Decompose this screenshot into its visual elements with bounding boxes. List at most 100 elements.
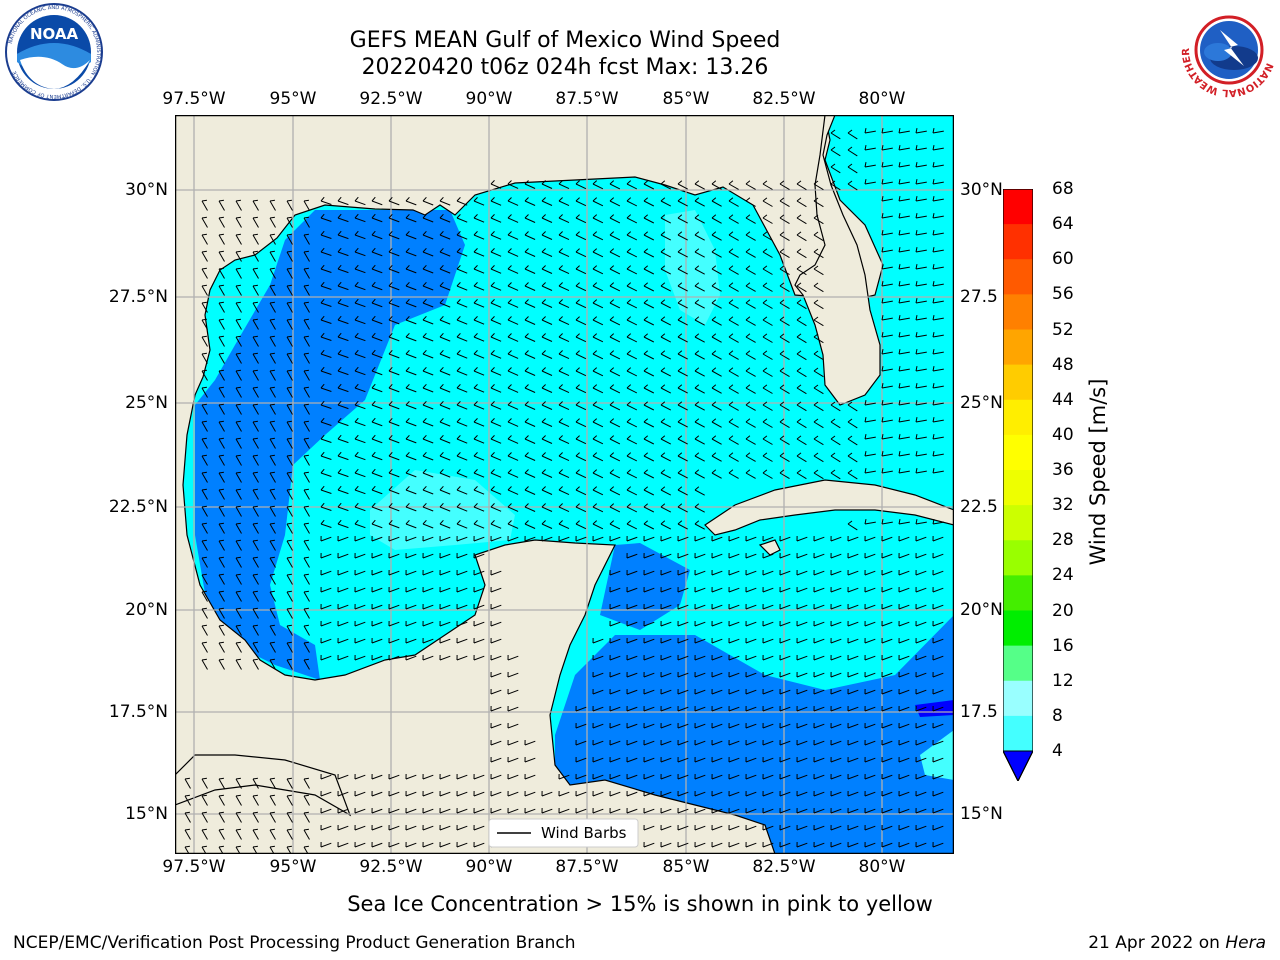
wind-barb bbox=[354, 841, 366, 848]
wind-barb bbox=[558, 265, 570, 275]
wind-barb bbox=[932, 128, 944, 134]
wind-barb bbox=[354, 196, 366, 206]
wind-barb bbox=[779, 535, 791, 542]
wind-barb bbox=[303, 505, 310, 517]
wind-barb bbox=[643, 333, 655, 343]
wind-barb bbox=[643, 435, 655, 445]
wind-barb bbox=[490, 316, 502, 325]
wind-barb bbox=[711, 333, 722, 343]
wind-barb bbox=[218, 488, 225, 500]
wind-barb bbox=[320, 519, 332, 528]
wind-barb bbox=[558, 214, 570, 224]
wind-barb bbox=[898, 722, 910, 729]
wind-barb bbox=[235, 505, 242, 517]
wind-barb bbox=[541, 486, 553, 495]
wind-barb bbox=[830, 552, 842, 559]
wind-barb bbox=[456, 418, 468, 427]
colorbar-band bbox=[1003, 470, 1033, 506]
wind-barb bbox=[711, 316, 722, 326]
wind-barb bbox=[677, 180, 688, 190]
wind-barb bbox=[864, 179, 876, 185]
wind-barb bbox=[473, 452, 485, 461]
wind-barb bbox=[524, 469, 536, 478]
wind-barb bbox=[881, 366, 893, 372]
wind-barb bbox=[609, 503, 621, 513]
wind-barb bbox=[728, 265, 739, 275]
wind-barb bbox=[932, 824, 944, 831]
wind-barb bbox=[558, 282, 570, 292]
wind-barb bbox=[422, 298, 434, 308]
wind-barb bbox=[643, 265, 655, 275]
wind-barb bbox=[439, 434, 451, 444]
wind-barb bbox=[524, 418, 536, 427]
footer-date-text: 21 Apr 2022 on bbox=[1088, 933, 1226, 953]
noaa-logo-text: NOAA bbox=[30, 25, 79, 43]
wind-barb bbox=[201, 794, 208, 806]
wind-barb bbox=[864, 434, 876, 440]
wind-barb bbox=[660, 248, 672, 258]
wind-barb bbox=[796, 401, 807, 412]
wind-barb bbox=[201, 641, 208, 653]
wind-barb bbox=[711, 418, 722, 428]
wind-barb bbox=[490, 773, 502, 780]
wind-barb bbox=[796, 705, 808, 712]
wind-barb bbox=[847, 586, 859, 593]
wind-barb bbox=[252, 658, 259, 670]
wind-barb bbox=[711, 620, 723, 627]
wind-barb bbox=[371, 502, 383, 512]
wind-barb bbox=[337, 519, 349, 529]
wind-barb bbox=[541, 180, 553, 189]
wind-barb bbox=[405, 230, 417, 240]
wind-barb bbox=[915, 468, 927, 474]
wind-barb bbox=[660, 316, 672, 326]
wind-barb bbox=[813, 790, 825, 797]
wind-barb bbox=[864, 451, 876, 457]
wind-barb bbox=[813, 739, 825, 746]
wind-barb bbox=[575, 705, 587, 712]
wind-barb bbox=[609, 671, 621, 678]
wind-barb bbox=[762, 569, 774, 576]
wind-barb bbox=[354, 519, 366, 529]
wind-barb bbox=[456, 435, 468, 444]
wind-barb bbox=[405, 196, 417, 206]
wind-barb bbox=[813, 248, 824, 259]
wind-barb bbox=[660, 841, 672, 848]
wind-barb bbox=[541, 520, 553, 529]
wind-barb bbox=[677, 350, 688, 360]
wind-barb bbox=[609, 705, 621, 712]
wind-barb bbox=[915, 552, 927, 559]
wind-barb bbox=[694, 603, 706, 610]
wind-barb bbox=[235, 539, 242, 551]
wind-barb bbox=[677, 637, 689, 644]
wind-barb bbox=[847, 807, 859, 814]
wind-barb bbox=[558, 435, 570, 445]
wind-barb bbox=[303, 641, 310, 653]
lon-tick-top: 92.5°W bbox=[359, 89, 423, 109]
wind-barb bbox=[864, 620, 876, 627]
wind-barb bbox=[507, 486, 519, 495]
wind-barb bbox=[711, 824, 723, 831]
wind-barb bbox=[660, 469, 672, 479]
wind-barb bbox=[337, 349, 349, 359]
wind-barb bbox=[201, 369, 208, 381]
wind-barb bbox=[898, 519, 910, 525]
wind-barb bbox=[711, 214, 722, 224]
wind-barb bbox=[779, 469, 790, 480]
wind-barb bbox=[609, 637, 621, 644]
wind-barb bbox=[405, 603, 417, 610]
wind-barb bbox=[728, 282, 739, 292]
wind-barb bbox=[337, 773, 349, 780]
wind-barb bbox=[575, 384, 587, 394]
wind-barb bbox=[371, 196, 383, 206]
wind-barb bbox=[507, 739, 519, 746]
wind-barb bbox=[490, 333, 502, 342]
wind-barb bbox=[694, 722, 706, 729]
wind-barb bbox=[320, 247, 332, 256]
wind-barb bbox=[694, 418, 705, 428]
wind-barb bbox=[405, 298, 417, 308]
wind-barb bbox=[830, 146, 841, 157]
colorbar-tick-label: 64 bbox=[1052, 214, 1074, 235]
wind-barb bbox=[728, 435, 739, 445]
wind-barb bbox=[303, 454, 310, 466]
wind-barb bbox=[575, 535, 587, 542]
